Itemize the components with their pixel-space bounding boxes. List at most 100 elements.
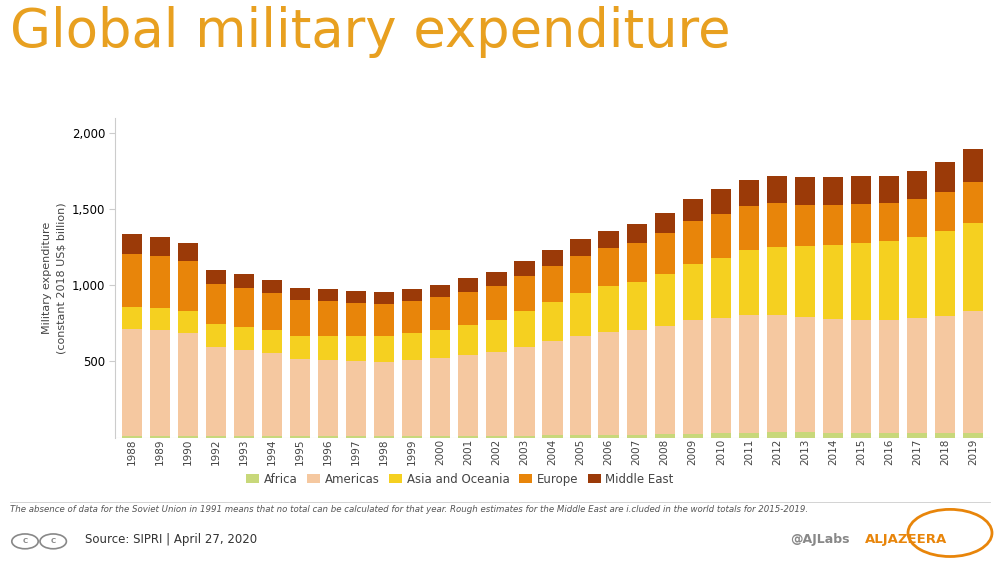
- Bar: [458, 292, 478, 325]
- Bar: [318, 301, 338, 336]
- Bar: [711, 318, 731, 433]
- Bar: [711, 189, 731, 214]
- Bar: [542, 302, 563, 341]
- Bar: [262, 330, 282, 353]
- Bar: [627, 330, 647, 435]
- Text: C: C: [22, 539, 28, 544]
- Bar: [823, 205, 843, 245]
- Bar: [318, 360, 338, 436]
- Bar: [486, 272, 507, 286]
- Text: ALJAZEERA: ALJAZEERA: [865, 533, 947, 546]
- Bar: [963, 433, 983, 438]
- Bar: [514, 261, 535, 276]
- Bar: [795, 318, 815, 432]
- Bar: [851, 204, 871, 243]
- Bar: [458, 278, 478, 292]
- Bar: [907, 171, 927, 199]
- Y-axis label: Military expenditure
(constant 2018 US$ billion): Military expenditure (constant 2018 US$ …: [42, 202, 66, 353]
- Bar: [739, 206, 759, 250]
- Bar: [122, 329, 142, 436]
- Bar: [150, 436, 170, 438]
- Bar: [150, 237, 170, 256]
- Bar: [570, 335, 591, 435]
- Bar: [458, 325, 478, 355]
- Bar: [486, 436, 507, 438]
- Bar: [150, 256, 170, 307]
- Bar: [486, 286, 507, 320]
- Bar: [234, 350, 254, 436]
- Text: Global military expenditure: Global military expenditure: [10, 6, 730, 58]
- Bar: [234, 436, 254, 438]
- Bar: [570, 293, 591, 335]
- Bar: [570, 256, 591, 293]
- Bar: [430, 330, 450, 358]
- Bar: [907, 433, 927, 438]
- Bar: [430, 436, 450, 438]
- Bar: [262, 436, 282, 438]
- Bar: [767, 203, 787, 247]
- Bar: [963, 223, 983, 311]
- Bar: [290, 360, 310, 436]
- Bar: [711, 433, 731, 438]
- Bar: [234, 274, 254, 288]
- Bar: [262, 293, 282, 330]
- Bar: [290, 336, 310, 360]
- Bar: [627, 435, 647, 438]
- Bar: [122, 234, 142, 254]
- Bar: [206, 284, 226, 324]
- Bar: [542, 266, 563, 302]
- Bar: [178, 243, 198, 261]
- Bar: [598, 332, 619, 435]
- Bar: [823, 245, 843, 319]
- Bar: [122, 307, 142, 329]
- Bar: [823, 177, 843, 205]
- Bar: [767, 432, 787, 438]
- Bar: [290, 436, 310, 438]
- Bar: [879, 433, 899, 438]
- Bar: [879, 241, 899, 320]
- Bar: [879, 320, 899, 433]
- Bar: [346, 291, 366, 303]
- Bar: [514, 435, 535, 438]
- Legend: Africa, Americas, Asia and Oceania, Europe, Middle East: Africa, Americas, Asia and Oceania, Euro…: [241, 468, 679, 490]
- Bar: [206, 270, 226, 284]
- Bar: [318, 336, 338, 360]
- Bar: [570, 435, 591, 438]
- Bar: [683, 199, 703, 221]
- Bar: [122, 436, 142, 438]
- Bar: [178, 261, 198, 311]
- Bar: [402, 333, 422, 360]
- Bar: [935, 433, 955, 438]
- Bar: [655, 233, 675, 274]
- Bar: [739, 250, 759, 315]
- Bar: [514, 276, 535, 311]
- Bar: [458, 436, 478, 438]
- Bar: [598, 435, 619, 438]
- Bar: [879, 176, 899, 204]
- Bar: [627, 282, 647, 330]
- Bar: [430, 297, 450, 330]
- Bar: [907, 237, 927, 318]
- Bar: [711, 214, 731, 258]
- Bar: [795, 177, 815, 205]
- Bar: [514, 347, 535, 435]
- Bar: [234, 328, 254, 350]
- Bar: [542, 435, 563, 438]
- Bar: [318, 289, 338, 301]
- Bar: [178, 311, 198, 333]
- Bar: [851, 320, 871, 433]
- Bar: [935, 162, 955, 192]
- Bar: [122, 254, 142, 307]
- Bar: [178, 436, 198, 438]
- Bar: [627, 224, 647, 243]
- Bar: [346, 436, 366, 438]
- Bar: [739, 433, 759, 438]
- Bar: [346, 337, 366, 361]
- Bar: [206, 347, 226, 436]
- Bar: [823, 319, 843, 433]
- Bar: [655, 434, 675, 438]
- Bar: [627, 243, 647, 282]
- Bar: [402, 436, 422, 438]
- Bar: [374, 292, 394, 304]
- Bar: [318, 436, 338, 438]
